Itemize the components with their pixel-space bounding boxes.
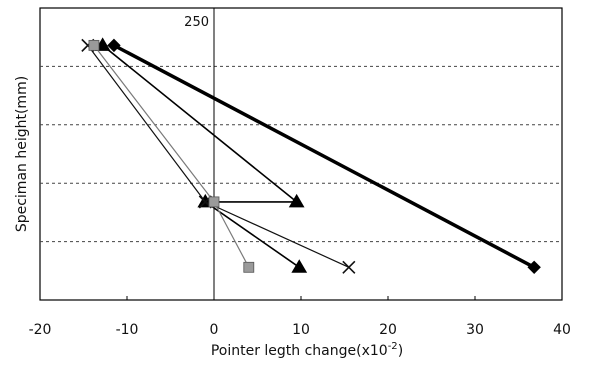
series-line [87,45,350,268]
x-tick-label: 10 [292,322,310,338]
triangle-marker [288,193,305,208]
series-line [102,44,300,268]
x-ticks: -20 -10 0 10 20 30 40 [29,296,571,338]
x-tick-label: 30 [466,322,484,338]
x-axis-title-superscript: -2 [388,341,398,352]
x-tick-label: 40 [553,322,571,338]
square-marker [243,261,255,273]
series-square [88,39,255,273]
square-marker [208,196,220,208]
x-tick-label: 0 [210,322,219,338]
grid [40,65,562,243]
plot-frame [39,7,563,301]
series-triangle [94,37,308,273]
triangle-marker [291,259,308,273]
diamond-marker [107,38,121,53]
series-x [81,38,356,274]
y-annotation: 250 [184,15,209,30]
square-marker [88,39,100,51]
y-axis-title: Speciman height(mm) [14,76,30,232]
x-tick-label: 20 [379,322,397,338]
x-axis-title-close: ) [398,343,403,359]
x-marker [342,260,356,274]
x-tick-label: -10 [116,322,139,338]
diamond-marker [527,260,541,275]
x-axis-title-main: Pointer legth change(x10 [211,343,388,359]
series-layer [81,37,541,275]
x-tick-label: -20 [29,322,52,338]
series-line [113,43,535,269]
series-diamond [107,38,541,275]
x-axis-title: Pointer legth change(x10-2) [211,341,403,359]
